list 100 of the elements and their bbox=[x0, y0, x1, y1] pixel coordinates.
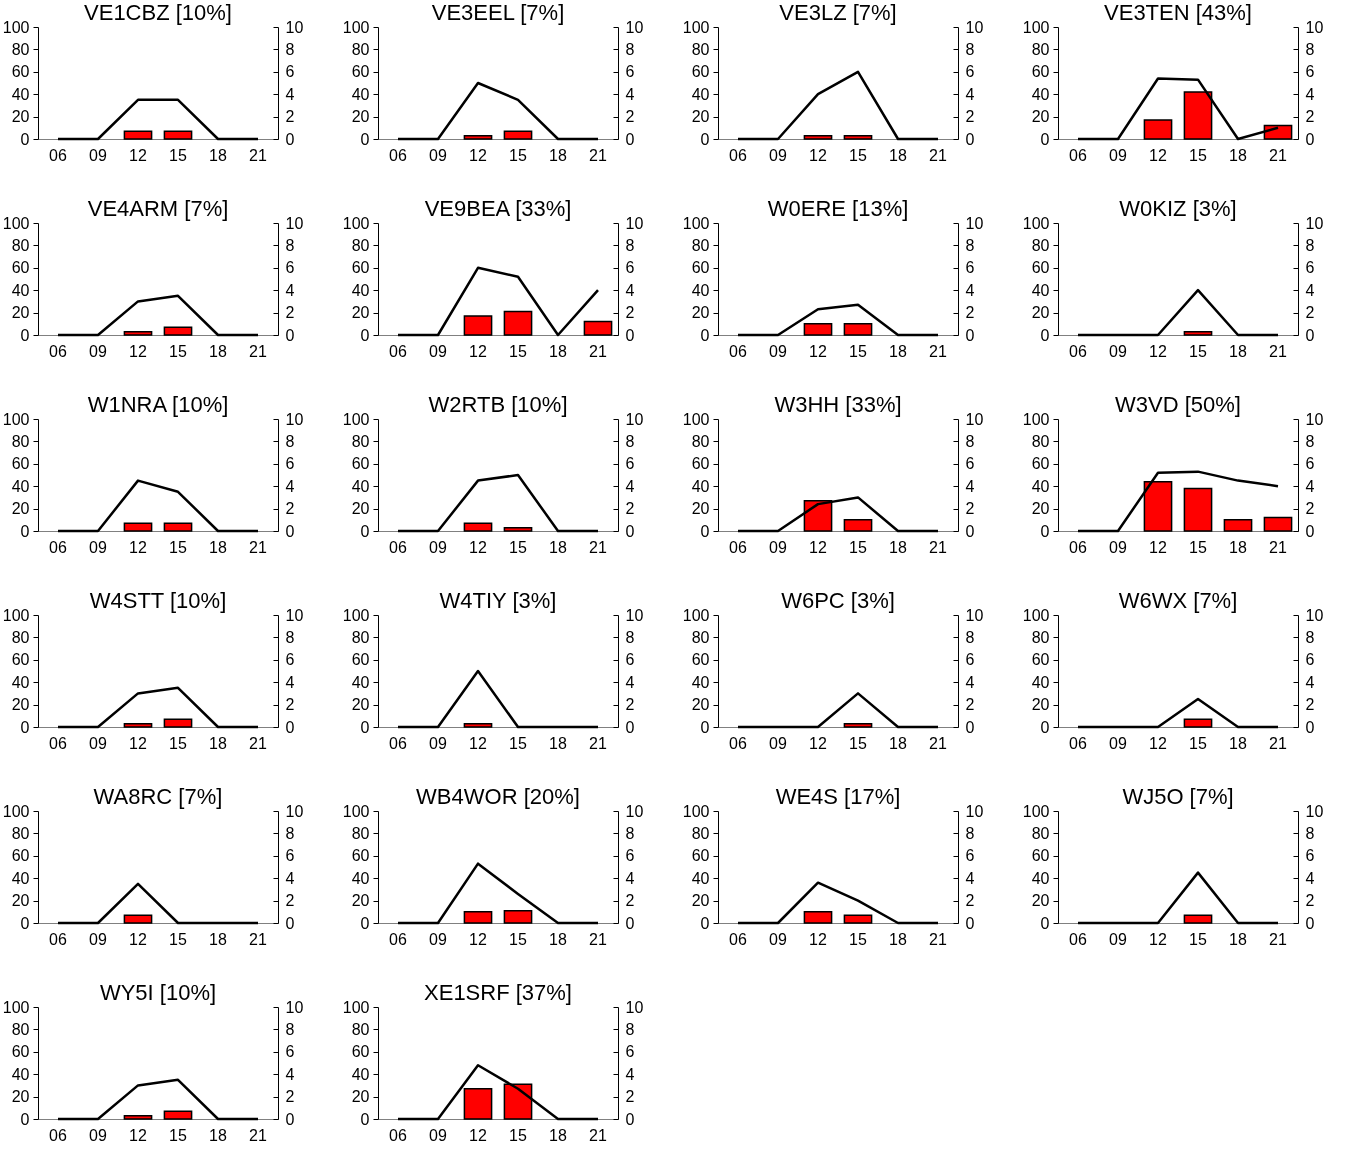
y-tick-label: 20 bbox=[1031, 892, 1050, 910]
y2-tick-label: 4 bbox=[285, 281, 295, 299]
chart-title: VE3EEL [7%] bbox=[431, 0, 565, 25]
chart-title: WB4WOR [20%] bbox=[416, 784, 580, 809]
y-tick-label: 40 bbox=[691, 281, 710, 299]
y-tick-label: 0 bbox=[20, 1110, 30, 1128]
y-tick-label: 0 bbox=[1040, 130, 1050, 148]
y2-tick-label: 6 bbox=[625, 63, 635, 81]
x-tick-label: 15 bbox=[169, 734, 187, 752]
y2-tick-label: 2 bbox=[285, 304, 295, 322]
y-tick-label: 0 bbox=[700, 718, 710, 736]
x-tick-label: 06 bbox=[49, 930, 67, 948]
y-tick-label: 40 bbox=[1031, 477, 1050, 495]
x-tick-label: 18 bbox=[1229, 342, 1247, 360]
y-tick-label: 80 bbox=[691, 824, 710, 842]
y2-tick-label: 2 bbox=[285, 1088, 295, 1106]
y-tick-label: 20 bbox=[1031, 108, 1050, 126]
y-tick-label: 80 bbox=[691, 432, 710, 450]
x-tick-label: 18 bbox=[549, 146, 567, 164]
x-tick-label: 09 bbox=[1109, 342, 1127, 360]
y2-tick-label: 0 bbox=[285, 130, 295, 148]
y-tick-label: 60 bbox=[11, 455, 30, 473]
x-tick-label: 18 bbox=[209, 930, 227, 948]
y-tick-label: 20 bbox=[691, 304, 710, 322]
y2-tick-label: 10 bbox=[1305, 410, 1324, 428]
x-tick-label: 09 bbox=[429, 734, 447, 752]
y2-tick-label: 10 bbox=[965, 410, 984, 428]
x-tick-label: 09 bbox=[769, 342, 787, 360]
y2-tick-label: 10 bbox=[285, 606, 304, 624]
x-tick-label: 15 bbox=[849, 734, 867, 752]
x-tick-label: 18 bbox=[209, 538, 227, 556]
x-tick-label: 12 bbox=[1149, 538, 1167, 556]
x-tick-label: 12 bbox=[1149, 734, 1167, 752]
chart-title: W1NRA [10%] bbox=[87, 392, 229, 417]
y2-tick-label: 8 bbox=[1305, 236, 1315, 254]
x-tick-label: 09 bbox=[1109, 734, 1127, 752]
y-tick-label: 0 bbox=[1040, 914, 1050, 932]
x-tick-label: 15 bbox=[509, 342, 527, 360]
y-tick-label: 60 bbox=[1031, 651, 1050, 669]
y-tick-label: 100 bbox=[1022, 802, 1050, 820]
x-tick-label: 18 bbox=[209, 342, 227, 360]
y2-tick-label: 8 bbox=[625, 236, 635, 254]
x-tick-label: 21 bbox=[1269, 538, 1287, 556]
y-tick-label: 40 bbox=[351, 673, 370, 691]
y2-tick-label: 4 bbox=[1305, 85, 1315, 103]
y2-tick-label: 6 bbox=[1305, 455, 1315, 473]
y-tick-label: 0 bbox=[1040, 718, 1050, 736]
y-tick-label: 80 bbox=[351, 1020, 370, 1038]
x-tick-label: 12 bbox=[129, 342, 147, 360]
y2-tick-label: 4 bbox=[1305, 477, 1315, 495]
x-tick-label: 18 bbox=[889, 146, 907, 164]
y2-tick-label: 6 bbox=[1305, 651, 1315, 669]
y2-tick-label: 8 bbox=[285, 628, 295, 646]
y-tick-label: 20 bbox=[1031, 696, 1050, 714]
y-tick-label: 40 bbox=[1031, 673, 1050, 691]
x-tick-label: 12 bbox=[809, 734, 827, 752]
y2-tick-label: 8 bbox=[625, 40, 635, 58]
x-tick-label: 12 bbox=[809, 342, 827, 360]
y-tick-label: 100 bbox=[342, 410, 370, 428]
x-tick-label: 21 bbox=[589, 734, 607, 752]
x-tick-label: 09 bbox=[89, 538, 107, 556]
y-tick-label: 80 bbox=[351, 432, 370, 450]
x-tick-label: 15 bbox=[169, 342, 187, 360]
x-tick-label: 21 bbox=[1269, 930, 1287, 948]
x-tick-label: 15 bbox=[169, 538, 187, 556]
chart-title: W0KIZ [3%] bbox=[1119, 196, 1237, 221]
y-tick-label: 100 bbox=[2, 410, 30, 428]
x-tick-label: 06 bbox=[1069, 146, 1087, 164]
y-tick-label: 20 bbox=[11, 696, 30, 714]
y2-tick-label: 2 bbox=[965, 500, 975, 518]
y-tick-label: 0 bbox=[20, 326, 30, 344]
y-tick-label: 20 bbox=[351, 696, 370, 714]
x-tick-label: 12 bbox=[1149, 930, 1167, 948]
y2-tick-label: 6 bbox=[965, 651, 975, 669]
y-tick-label: 60 bbox=[1031, 847, 1050, 865]
y2-tick-label: 0 bbox=[1305, 326, 1315, 344]
y-tick-label: 60 bbox=[691, 651, 710, 669]
y-tick-label: 40 bbox=[11, 673, 30, 691]
y2-tick-label: 10 bbox=[965, 606, 984, 624]
y-tick-label: 80 bbox=[351, 628, 370, 646]
y2-tick-label: 0 bbox=[285, 1110, 295, 1128]
x-tick-label: 12 bbox=[469, 1126, 487, 1144]
y-tick-label: 40 bbox=[11, 281, 30, 299]
y-tick-label: 20 bbox=[1031, 500, 1050, 518]
chart-title: WJ5O [7%] bbox=[1122, 784, 1234, 809]
y2-tick-label: 8 bbox=[965, 236, 975, 254]
y-tick-label: 60 bbox=[351, 63, 370, 81]
y2-tick-label: 4 bbox=[285, 869, 295, 887]
y2-tick-label: 8 bbox=[965, 824, 975, 842]
y-tick-label: 100 bbox=[2, 998, 30, 1016]
y2-tick-label: 0 bbox=[285, 326, 295, 344]
x-tick-label: 15 bbox=[1189, 538, 1207, 556]
chart-title: VE3TEN [43%] bbox=[1104, 0, 1252, 25]
y-tick-label: 80 bbox=[1031, 236, 1050, 254]
y2-tick-label: 6 bbox=[625, 1043, 635, 1061]
chart-title: W0ERE [13%] bbox=[767, 196, 909, 221]
x-tick-label: 09 bbox=[1109, 930, 1127, 948]
x-tick-label: 18 bbox=[549, 930, 567, 948]
x-tick-label: 06 bbox=[49, 538, 67, 556]
y2-tick-label: 4 bbox=[625, 281, 635, 299]
